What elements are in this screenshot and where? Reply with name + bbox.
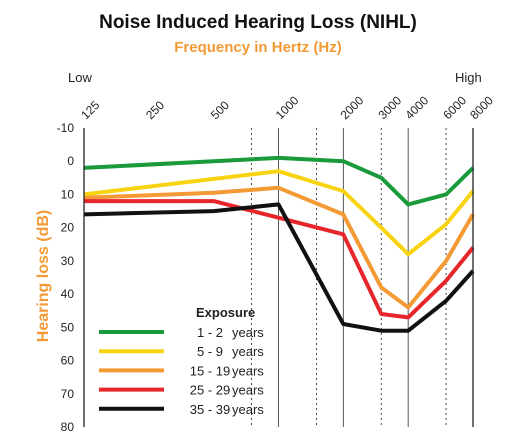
y-tick-label: -10 [57, 121, 75, 135]
x-tick-label: 3000 [375, 93, 404, 122]
legend-label: 5 - 9 [197, 344, 223, 359]
x-tick-label: 6000 [440, 93, 469, 122]
series-line-5 [83, 202, 475, 333]
x-tick-label: 4000 [402, 93, 431, 122]
y-tick-label: 80 [61, 420, 75, 434]
legend-label: 15 - 19 [190, 363, 230, 378]
x-tick-label: 1000 [273, 93, 302, 122]
tick-labels: -10 0 10 20 30 40 50 60 70 80 125 250 500 1000 2000 300… [57, 93, 497, 434]
x-tick-label: 125 [78, 98, 102, 122]
legend-label: 35 - 39 [190, 402, 230, 417]
x-low-label: Low [68, 70, 92, 85]
grid [251, 128, 447, 427]
y-tick-label: 70 [61, 387, 75, 401]
chart-title: Noise Induced Hearing Loss (NIHL) [99, 12, 417, 33]
legend-label: 1 - 2 [197, 325, 223, 340]
legend-unit: years [232, 325, 264, 340]
x-high-label: High [455, 70, 482, 85]
legend-unit: years [232, 402, 264, 417]
series-line-4 [84, 199, 475, 320]
y-tick-label: 60 [61, 354, 75, 368]
y-axis-label: Hearing loss (dB) [35, 210, 52, 342]
y-tick-label: 30 [61, 254, 75, 268]
chart-subtitle: Frequency in Hertz (Hz) [174, 39, 342, 56]
y-tick-label: 0 [67, 154, 74, 168]
legend-unit: years [232, 383, 264, 398]
x-tick-label: 250 [143, 98, 167, 122]
y-tick-label: 50 [61, 320, 75, 334]
series-line-2 [83, 169, 475, 257]
series-lines [83, 155, 475, 333]
legend-title: Exposure [196, 305, 255, 320]
legend-label: 25 - 29 [190, 383, 230, 398]
y-tick-label: 10 [61, 187, 75, 201]
x-tick-label: 500 [208, 98, 232, 122]
legend-unit: years [232, 344, 264, 359]
series-line-1 [83, 155, 475, 207]
x-tick-label: 8000 [467, 93, 496, 122]
series-line-3 [83, 185, 475, 310]
y-tick-label: 40 [61, 287, 75, 301]
legend-unit: years [232, 363, 264, 378]
x-tick-label: 2000 [338, 93, 367, 122]
axes [83, 128, 474, 427]
y-tick-label: 20 [61, 221, 75, 235]
